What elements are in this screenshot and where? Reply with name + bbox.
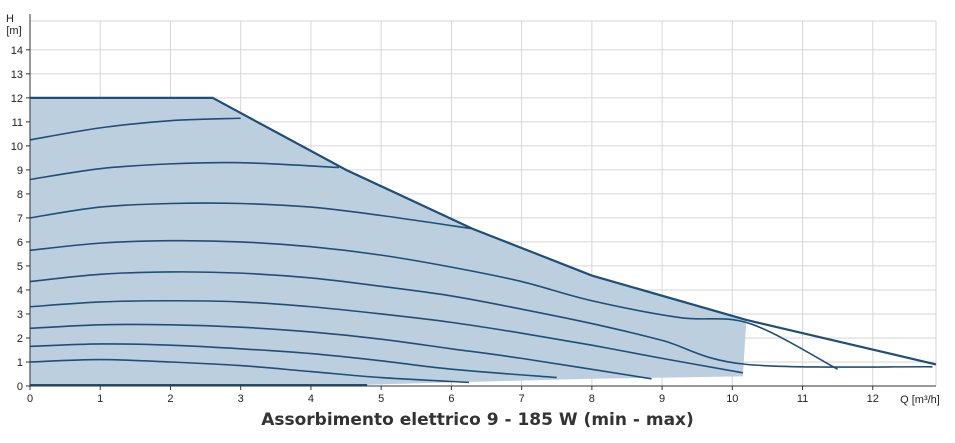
speed-curve-4 bbox=[29, 239, 839, 370]
y-tick-label: 0 bbox=[17, 381, 23, 393]
x-tick-label: 11 bbox=[797, 393, 808, 405]
operating-area-fill bbox=[30, 97, 747, 385]
x-tick-label: 3 bbox=[238, 393, 244, 405]
speed-curves bbox=[29, 96, 937, 386]
y-tick-label: 10 bbox=[11, 141, 23, 153]
x-tick-label: 12 bbox=[867, 393, 879, 405]
y-tick-label: 12 bbox=[11, 93, 23, 105]
axes bbox=[26, 14, 936, 390]
y-tick-label: 5 bbox=[17, 261, 23, 273]
y-axis-title-top: H bbox=[6, 13, 14, 25]
speed-curve-9 bbox=[29, 358, 469, 384]
y-tick-label: 3 bbox=[17, 309, 23, 321]
x-tick-label: 2 bbox=[167, 393, 173, 405]
x-axis-title: Q [m³/h] bbox=[900, 394, 940, 406]
y-tick-label: 6 bbox=[17, 237, 23, 249]
speed-curve-8 bbox=[29, 343, 557, 379]
chart-caption: Assorbimento elettrico 9 - 185 W (min - … bbox=[261, 410, 694, 430]
speed-curve-5 bbox=[29, 271, 933, 368]
x-tick-label: 6 bbox=[448, 393, 454, 405]
speed-curve-1 bbox=[29, 117, 241, 141]
x-tick-label: 9 bbox=[659, 393, 665, 405]
max-curve bbox=[30, 96, 937, 366]
operating-area bbox=[30, 97, 747, 385]
y-tick-label: 7 bbox=[17, 213, 23, 225]
y-tick-label: 9 bbox=[17, 165, 23, 177]
x-tick-label: 8 bbox=[589, 393, 595, 405]
y-tick-label: 4 bbox=[17, 285, 23, 297]
speed-curve-3 bbox=[29, 202, 473, 230]
speed-curve-2 bbox=[29, 161, 340, 181]
y-tick-label: 8 bbox=[17, 189, 23, 201]
y-axis-title-unit: [m] bbox=[6, 25, 21, 37]
x-tick-label: 0 bbox=[27, 393, 33, 405]
y-tick-label: 2 bbox=[17, 333, 23, 345]
speed-curve-6 bbox=[29, 299, 744, 374]
y-tick-label: 14 bbox=[11, 45, 23, 57]
x-tick-label: 10 bbox=[726, 393, 738, 405]
y-tick-label: 13 bbox=[11, 69, 23, 81]
x-tick-label: 7 bbox=[519, 393, 525, 405]
x-tick-label: 5 bbox=[378, 393, 384, 405]
y-tick-label: 11 bbox=[12, 117, 23, 129]
speed-curve-7 bbox=[29, 323, 652, 380]
x-tick-label: 4 bbox=[308, 393, 314, 405]
y-tick-label: 1 bbox=[17, 357, 23, 369]
x-tick-label: 1 bbox=[97, 393, 103, 405]
